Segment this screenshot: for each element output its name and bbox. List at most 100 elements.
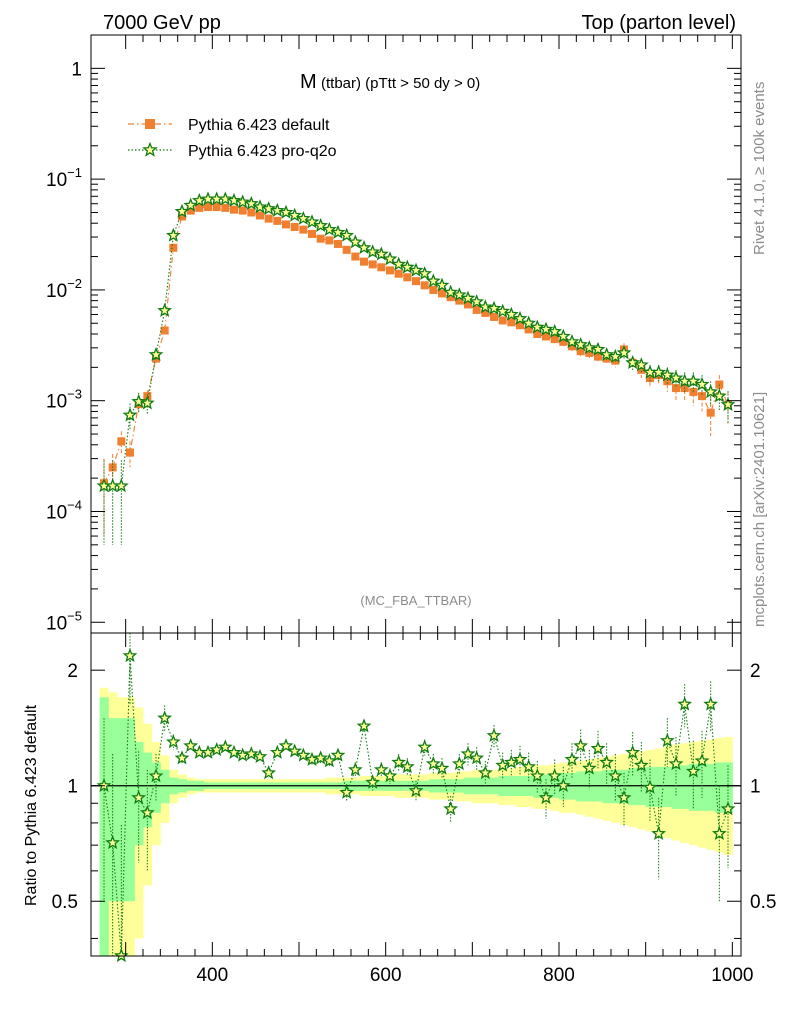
- point-proq2o: [616, 345, 632, 360]
- point-proq2o: [174, 203, 190, 218]
- point-default: [282, 220, 290, 229]
- point-proq2o: [599, 346, 615, 362]
- point-default: [698, 392, 706, 401]
- point-proq2o: [573, 336, 589, 352]
- ratio-point-proq2o: [243, 746, 259, 761]
- y-tick-label-main: 10−5: [46, 608, 82, 634]
- point-proq2o: [529, 319, 545, 334]
- point-proq2o: [261, 200, 277, 216]
- point-proq2o: [295, 210, 311, 225]
- point-default: [706, 408, 715, 417]
- ratio-point-proq2o: [417, 739, 433, 754]
- point-default: [238, 206, 247, 215]
- point-default: [264, 214, 273, 223]
- band-green: [108, 718, 118, 902]
- point-default: [455, 296, 464, 305]
- ratio-point-proq2o: [538, 790, 554, 805]
- point-default: [429, 285, 438, 294]
- ratio-point-proq2o: [495, 757, 511, 772]
- point-proq2o: [408, 262, 424, 277]
- x-tick-label: 400: [196, 965, 228, 986]
- point-default: [360, 257, 368, 266]
- band-green: [697, 763, 707, 811]
- point-proq2o: [486, 300, 502, 315]
- point-default: [386, 266, 394, 275]
- point-proq2o: [113, 478, 129, 493]
- point-default: [368, 260, 377, 269]
- ratio-point-proq2o: [339, 784, 355, 799]
- point-proq2o: [512, 310, 528, 325]
- ratio-point-proq2o: [659, 732, 675, 748]
- collision-label: 7000 GeV pp: [103, 12, 221, 34]
- ratio-point-proq2o: [365, 774, 381, 789]
- ratio-point-proq2o: [677, 696, 693, 711]
- ratio-data-layer: [91, 633, 741, 963]
- ratio-point-proq2o: [521, 759, 537, 774]
- legend-marker-proq2o: [142, 141, 158, 157]
- point-default: [472, 305, 481, 314]
- point-default: [420, 281, 429, 290]
- ratio-point-proq2o: [703, 696, 719, 711]
- point-proq2o: [321, 221, 337, 236]
- point-proq2o: [434, 277, 450, 292]
- point-proq2o: [278, 204, 294, 219]
- point-proq2o: [521, 315, 537, 330]
- ratio-point-proq2o: [486, 727, 502, 742]
- y-tick-label-main: 10−3: [46, 387, 82, 413]
- point-default: [290, 222, 299, 231]
- point-proq2o: [625, 354, 641, 370]
- ratio-point-proq2o: [668, 756, 684, 771]
- point-proq2o: [148, 346, 164, 362]
- legend-label-proq2o: Pythia 6.423 pro-q2o: [188, 143, 337, 160]
- point-default: [490, 312, 498, 321]
- ratio-point-proq2o: [642, 779, 658, 794]
- main-plot-area: [91, 35, 741, 633]
- band-green: [611, 769, 621, 804]
- ratio-point-proq2o: [607, 768, 623, 783]
- point-default: [542, 332, 550, 341]
- point-proq2o: [607, 348, 623, 363]
- point-proq2o: [451, 287, 467, 302]
- main-data-layer: [96, 191, 736, 545]
- legend-entry-proq2o: Pythia 6.423 pro-q2o: [128, 141, 337, 160]
- ratio-point-proq2o: [547, 768, 563, 783]
- point-default: [308, 229, 316, 238]
- point-default: [212, 203, 221, 212]
- ratio-point-proq2o: [382, 768, 398, 783]
- y-tick-label-ratio-right: 2: [750, 661, 761, 682]
- point-default: [204, 203, 212, 212]
- main-axes: 1 10−1 10−2 10−3 10−4 10−5: [46, 34, 741, 634]
- point-proq2o: [694, 376, 710, 391]
- analysis-tag: (MC_FBA_TTBAR): [360, 593, 471, 608]
- point-default: [524, 325, 533, 334]
- point-proq2o: [685, 373, 701, 388]
- point-proq2o: [547, 323, 563, 338]
- point-proq2o: [633, 357, 649, 372]
- point-proq2o: [157, 302, 173, 317]
- ratio-point-proq2o: [564, 751, 580, 766]
- ratio-point-proq2o: [625, 744, 641, 759]
- band-green: [602, 769, 612, 804]
- point-default: [394, 269, 403, 278]
- process-label: Top (parton level): [581, 12, 736, 34]
- point-default: [169, 243, 178, 252]
- x-tick-label: 1000: [711, 965, 753, 986]
- y-tick-label-ratio-left: 0.5: [52, 892, 78, 913]
- point-default: [464, 300, 472, 309]
- band-green: [160, 769, 170, 804]
- point-default: [230, 205, 238, 214]
- point-proq2o: [555, 328, 571, 343]
- y-tick-label-main: 10−1: [46, 165, 82, 191]
- y-tick-label-ratio-left: 1: [67, 777, 78, 798]
- point-default: [299, 225, 308, 234]
- point-default: [351, 252, 360, 261]
- y-tick-label-ratio-right: 0.5: [750, 892, 776, 913]
- ratio-point-proq2o: [165, 734, 181, 749]
- band-green: [680, 765, 690, 809]
- point-default: [533, 330, 542, 338]
- point-proq2o: [356, 240, 372, 255]
- y-tick-label-main: 10−4: [46, 497, 82, 523]
- y-tick-label-ratio-left: 2: [67, 661, 78, 682]
- ratio-point-proq2o: [616, 790, 632, 805]
- ratio-point-proq2o: [330, 747, 346, 762]
